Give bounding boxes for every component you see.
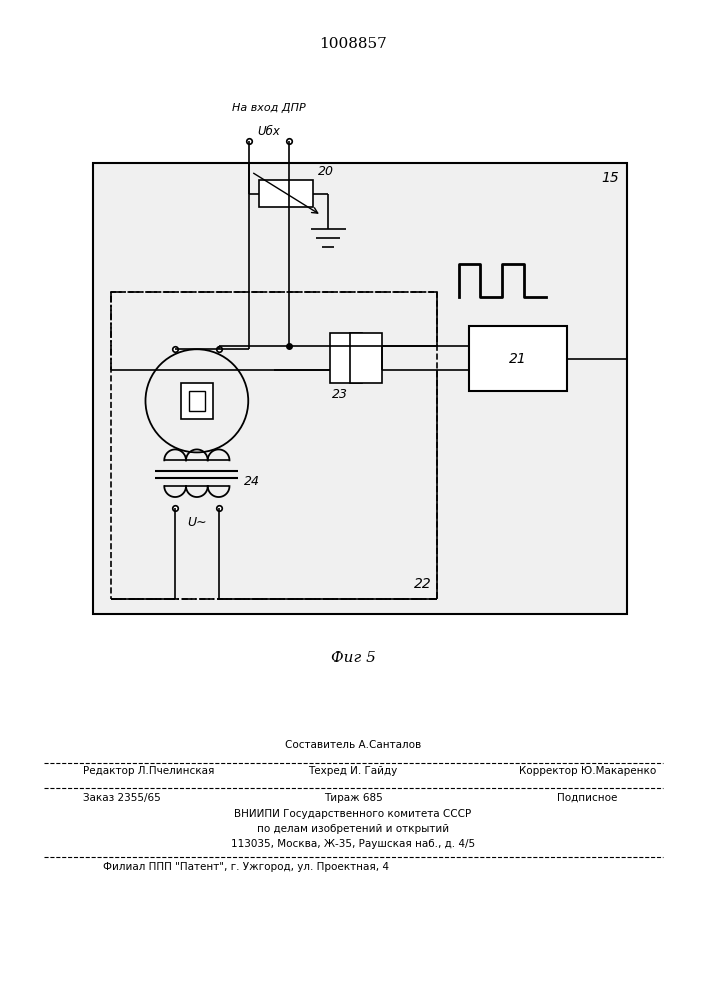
Text: Фиг 5: Фиг 5 — [331, 651, 375, 665]
Bar — [111, 292, 437, 599]
Bar — [93, 163, 626, 614]
Bar — [181, 383, 213, 419]
Text: Заказ 2355/65: Заказ 2355/65 — [83, 793, 161, 803]
Text: 20: 20 — [318, 165, 334, 178]
Text: Uбх: Uбх — [257, 125, 281, 138]
Text: 113035, Москва, Ж-35, Раушская наб., д. 4/5: 113035, Москва, Ж-35, Раушская наб., д. … — [231, 839, 475, 849]
Text: Подписное: Подписное — [557, 793, 617, 803]
Text: 24: 24 — [245, 475, 260, 488]
Bar — [350, 333, 382, 383]
Text: U∼: U∼ — [187, 516, 206, 529]
Text: по делам изобретений и открытий: по делам изобретений и открытий — [257, 824, 449, 834]
Text: 1008857: 1008857 — [319, 37, 387, 51]
Bar — [469, 326, 568, 391]
Text: ВНИИПИ Государственного комитета СССР: ВНИИПИ Государственного комитета СССР — [235, 809, 472, 819]
Bar — [259, 180, 313, 207]
Text: Техред И. Гайду: Техред И. Гайду — [308, 766, 397, 776]
Text: Тираж 685: Тираж 685 — [324, 793, 382, 803]
Text: Составитель А.Санталов: Составитель А.Санталов — [285, 740, 421, 750]
Text: 22: 22 — [414, 577, 432, 591]
Text: 15: 15 — [601, 171, 619, 185]
Text: Редактор Л.Пчелинская: Редактор Л.Пчелинская — [83, 766, 215, 776]
Text: 23: 23 — [332, 388, 348, 401]
Text: 21: 21 — [509, 352, 527, 366]
Bar — [189, 391, 205, 411]
Text: На вход ДПР: На вход ДПР — [232, 103, 306, 113]
Bar — [330, 333, 362, 383]
Text: Корректор Ю.Макаренко: Корректор Ю.Макаренко — [519, 766, 656, 776]
Text: Филиал ППП "Патент", г. Ужгород, ул. Проектная, 4: Филиал ППП "Патент", г. Ужгород, ул. Про… — [103, 862, 389, 872]
